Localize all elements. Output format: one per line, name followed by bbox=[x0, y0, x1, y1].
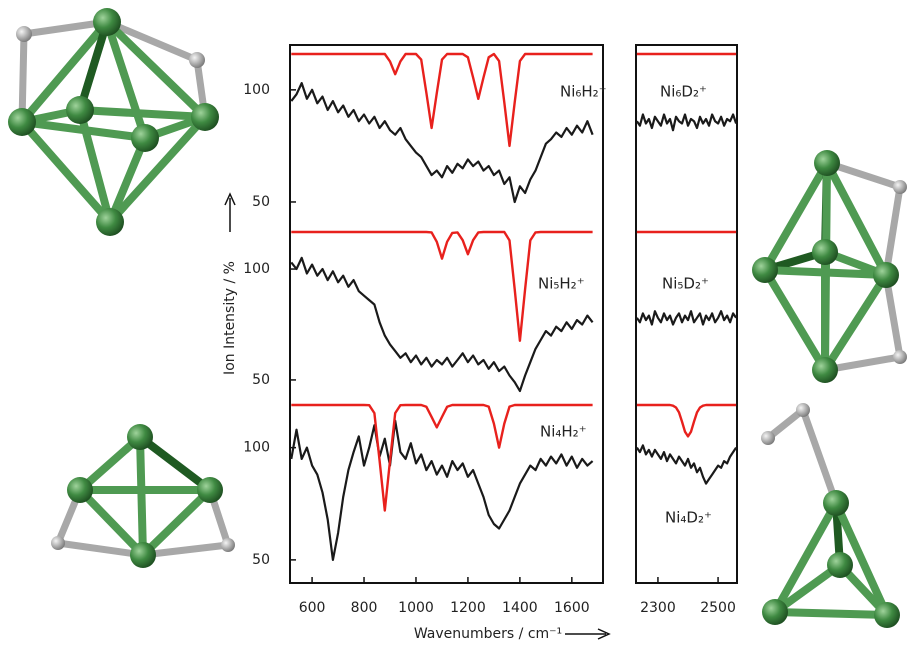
calculated-spectrum bbox=[291, 54, 592, 146]
axis-arrow bbox=[225, 194, 235, 232]
x-tick-label: 1200 bbox=[450, 600, 486, 616]
y-tick-label: 50 bbox=[252, 372, 270, 388]
cluster-model bbox=[752, 150, 907, 383]
experimental-spectrum bbox=[291, 83, 592, 202]
x-tick-label: 2500 bbox=[700, 600, 736, 616]
x-tick-label: 1600 bbox=[554, 600, 590, 616]
x-tick-label: 600 bbox=[299, 600, 326, 616]
y-tick-label: 50 bbox=[252, 552, 270, 568]
species-label: Ni₄D₂⁺ bbox=[665, 509, 712, 527]
y-tick-label: 100 bbox=[243, 82, 270, 98]
calculated-spectrum bbox=[291, 405, 592, 511]
y-tick-label: 100 bbox=[243, 261, 270, 277]
experimental-spectrum bbox=[637, 115, 736, 131]
x-axis-label: Wavenumbers / cm⁻¹ bbox=[414, 626, 562, 642]
species-label: Ni₆H₂⁺ bbox=[560, 83, 607, 101]
y-tick-label: 100 bbox=[243, 440, 270, 456]
species-label: Ni₄H₂⁺ bbox=[540, 423, 587, 441]
x-tick-label: 2300 bbox=[640, 600, 676, 616]
cluster-model bbox=[761, 403, 900, 628]
experimental-spectrum bbox=[637, 445, 736, 483]
y-tick-label: 50 bbox=[252, 194, 270, 210]
calculated-spectrum bbox=[637, 405, 736, 436]
x-tick-label: 1000 bbox=[398, 600, 434, 616]
x-tick-label: 1400 bbox=[502, 600, 538, 616]
cluster-model bbox=[8, 8, 219, 236]
species-label: Ni₅D₂⁺ bbox=[662, 275, 709, 293]
x-tick-label: 800 bbox=[351, 600, 378, 616]
experimental-spectrum bbox=[637, 311, 736, 324]
y-axis-label: Ion Intensity / % bbox=[222, 261, 238, 375]
species-label: Ni₅H₂⁺ bbox=[538, 275, 585, 293]
axis-arrow bbox=[565, 629, 609, 639]
species-label: Ni₆D₂⁺ bbox=[660, 83, 707, 101]
plot-frame bbox=[290, 45, 603, 583]
figure: Ion Intensity / % Wavenumbers / cm⁻¹ 50 1… bbox=[0, 0, 910, 647]
cluster-model bbox=[51, 424, 235, 568]
experimental-spectrum bbox=[291, 421, 592, 560]
